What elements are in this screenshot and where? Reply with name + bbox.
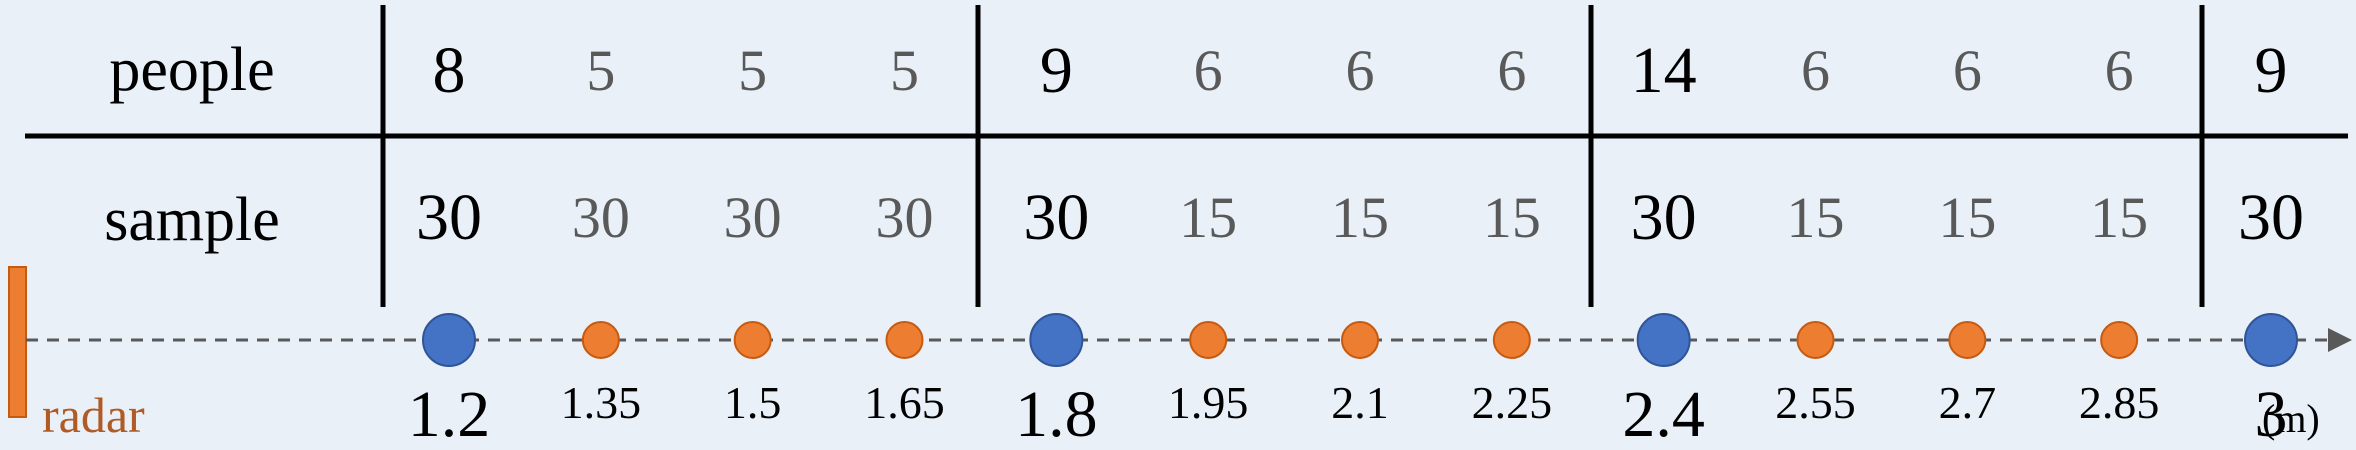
sample-value: 30	[572, 185, 630, 250]
people-value: 6	[2105, 38, 2134, 103]
sample-value: 15	[1787, 185, 1845, 250]
radar-marker	[8, 266, 27, 418]
minor-distance-dot	[1189, 321, 1228, 359]
people-value: 9	[1040, 34, 1073, 107]
minor-distance-dot	[1796, 321, 1835, 359]
minor-distance-dot	[885, 321, 924, 359]
distance-label: 2.7	[1939, 377, 1997, 428]
people-value: 14	[1631, 34, 1697, 107]
sample-value: 30	[416, 181, 482, 254]
distance-label: 1.35	[561, 377, 642, 428]
distance-label: 1.8	[1015, 378, 1098, 450]
people-value: 9	[2255, 34, 2288, 107]
sample-value: 15	[1179, 185, 1237, 250]
major-distance-dot	[1636, 313, 1691, 367]
sample-value: 30	[876, 185, 934, 250]
distance-label: 1.5	[724, 377, 782, 428]
row-label-people: people	[109, 36, 274, 104]
axis-unit-label: (m)	[2262, 396, 2320, 441]
radar-label: radar	[42, 387, 145, 443]
people-value: 6	[1801, 38, 1830, 103]
sample-value: 15	[1331, 185, 1389, 250]
sample-value: 30	[1631, 181, 1697, 254]
distance-label: 2.55	[1775, 377, 1856, 428]
major-distance-dot	[422, 313, 476, 367]
row-label-sample: sample	[104, 186, 280, 254]
people-value: 6	[1194, 38, 1223, 103]
minor-distance-dot	[1948, 321, 1987, 359]
minor-distance-dot	[581, 321, 620, 359]
major-distance-dot	[1029, 313, 1084, 367]
sample-value: 15	[2090, 185, 2148, 250]
people-value: 6	[1497, 38, 1526, 103]
sample-value: 15	[1483, 185, 1541, 250]
distance-label: 2.1	[1331, 377, 1389, 428]
people-value: 5	[738, 38, 767, 103]
axis-arrowhead	[2328, 328, 2352, 352]
distance-label: 1.65	[864, 377, 945, 428]
people-value: 6	[1953, 38, 1982, 103]
distance-label: 2.4	[1622, 378, 1705, 450]
distance-label: 1.2	[408, 378, 491, 450]
minor-distance-dot	[1341, 321, 1379, 359]
minor-distance-dot	[733, 321, 772, 359]
people-value: 5	[890, 38, 919, 103]
major-distance-dot	[2244, 313, 2298, 367]
columns-group: 8 30 1.2 5 30 1.35 5 30 1.5 5 30 1.65 9 30 1.8 6 15 1.95 6…	[408, 34, 2304, 450]
sample-value: 30	[2238, 181, 2304, 254]
distance-label: 2.85	[2079, 377, 2160, 428]
people-value: 5	[586, 38, 615, 103]
people-value: 8	[433, 34, 466, 107]
sample-value: 30	[724, 185, 782, 250]
distance-label: 1.95	[1168, 377, 1249, 428]
distance-label: 2.25	[1472, 377, 1553, 428]
people-value: 6	[1346, 38, 1375, 103]
distance-label: 3	[2255, 378, 2288, 450]
sample-value: 15	[1938, 185, 1996, 250]
minor-distance-dot	[2100, 321, 2139, 359]
minor-distance-dot	[1492, 321, 1531, 359]
sample-value: 30	[1023, 181, 1089, 254]
